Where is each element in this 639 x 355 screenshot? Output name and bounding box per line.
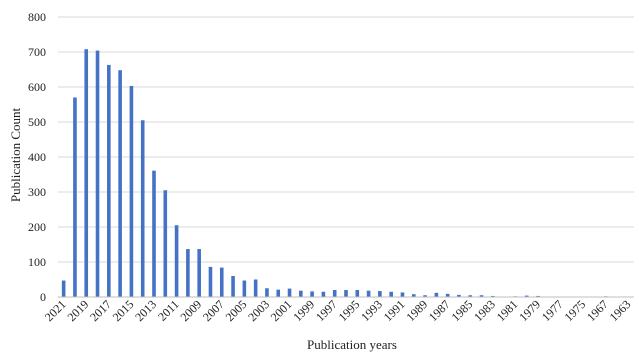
x-tick-label: 2001 [268,297,295,324]
x-tick-label: 2007 [200,297,227,324]
bar-2010 [186,249,190,297]
bar-1984 [479,295,484,297]
bar-2000 [299,290,303,297]
x-axis-ticks: 2021201920172015201320112009200720052003… [42,297,634,324]
y-tick-label: 300 [28,185,46,199]
bar-2016 [118,70,122,297]
y-axis-ticks: 0 100 200 300 400 500 600 700 800 [28,10,46,304]
x-tick-label: 1999 [290,297,317,324]
bar-1991 [400,292,405,297]
x-tick-label: 1977 [539,297,566,324]
x-tick-label: 2005 [223,297,250,324]
bar-2019 [84,49,89,298]
bar-2007 [219,267,224,297]
x-tick-label: 1983 [471,297,498,324]
bar-1990 [411,294,416,297]
x-axis-title: Publication years [307,337,397,352]
x-tick-label: 2011 [155,297,182,324]
x-tick-label: 1995 [336,297,363,324]
bar-2018 [95,50,100,297]
bar-1989 [423,295,427,297]
bar-1980 [524,295,529,297]
y-tick-label: 0 [40,290,46,304]
x-tick-label: 1979 [516,297,543,324]
y-axis-title: Publication Count [8,107,23,202]
bar-1996 [344,290,348,297]
x-tick-label: 1967 [584,297,611,324]
x-tick-label: 2017 [87,297,114,324]
x-tick-label: 2013 [132,297,159,324]
x-tick-label: 1985 [448,297,475,324]
bar-1992 [389,291,393,297]
x-tick-label: 1993 [358,297,385,324]
bar-2004 [253,279,258,297]
bar-1986 [457,294,461,297]
y-tick-label: 200 [28,220,46,234]
bar-2011 [174,225,179,297]
x-tick-label: 2009 [177,297,204,324]
bar-2009 [197,249,201,297]
x-tick-label: 2015 [110,297,137,324]
bar-2001 [287,288,292,297]
bars [61,49,631,298]
bar-1993 [378,291,382,297]
x-tick-label: 1975 [561,297,588,324]
bar-1999 [310,291,314,297]
bar-1983 [491,295,495,297]
y-tick-label: 700 [28,45,46,59]
bar-2015 [129,85,134,297]
bar-2017 [107,64,111,297]
y-tick-label: 600 [28,80,46,94]
x-tick-label: 1963 [607,297,634,324]
bar-1987 [445,293,450,297]
bar-1979 [536,295,540,297]
bar-1997 [332,290,337,297]
x-tick-label: 1991 [381,297,408,324]
bar-2008 [208,266,213,297]
bar-2005 [242,280,247,297]
bar-1985 [468,295,473,297]
bar-1994 [366,290,371,297]
bar-2020 [73,97,77,297]
bar-1998 [321,291,326,297]
y-tick-label: 400 [28,150,46,164]
x-tick-label: 1987 [426,297,453,324]
bar-1988 [434,292,439,297]
x-tick-label: 1989 [403,297,430,324]
bar-2012 [163,190,168,297]
y-tick-label: 800 [28,10,46,24]
bar-2006 [231,276,235,297]
bar-2002 [276,289,281,297]
y-tick-label: 100 [28,255,46,269]
bar-2021 [61,280,66,297]
x-tick-label: 1981 [494,297,521,324]
bar-2013 [152,170,156,297]
y-tick-label: 500 [28,115,46,129]
x-tick-label: 2003 [245,297,272,324]
x-tick-label: 1997 [313,297,340,324]
x-tick-label: 2019 [64,297,91,324]
bar-2014 [140,120,145,297]
bar-2003 [265,288,269,297]
bar-1995 [355,290,360,297]
